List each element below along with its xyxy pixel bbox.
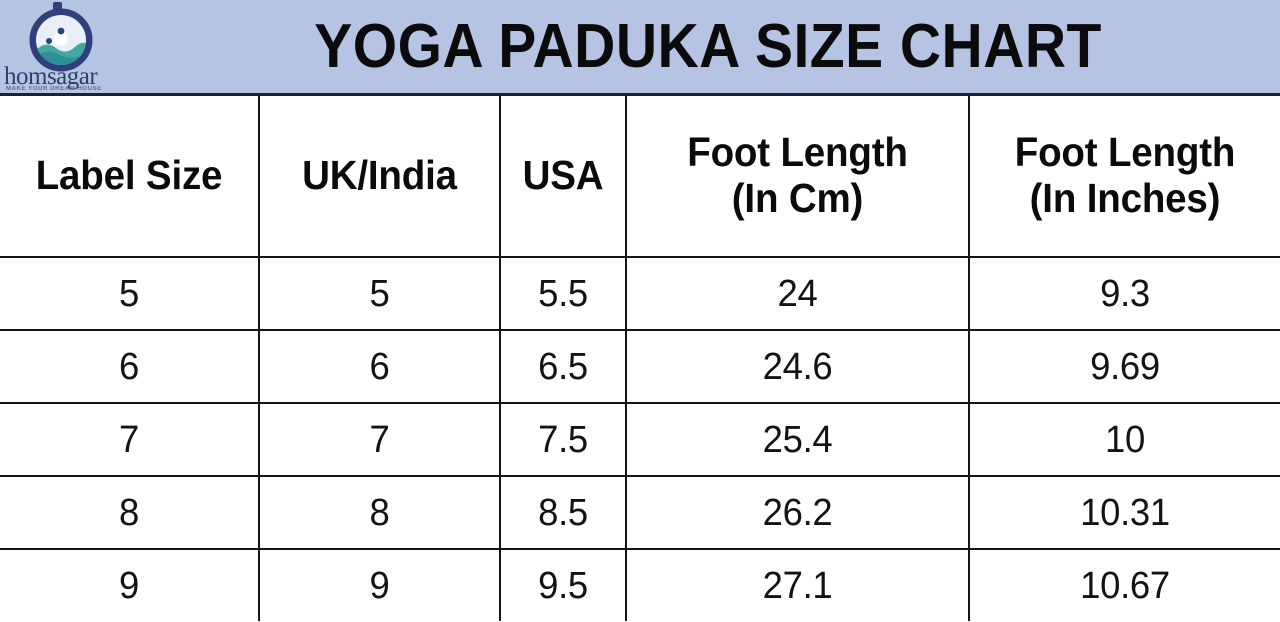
brand-tagline: MAKE YOUR DREAM HOUSE [6, 86, 102, 92]
cell-foot-length-inches: 10.67 [968, 548, 1280, 621]
cell-usa: 7.5 [499, 402, 627, 477]
cell-foot-length-inches: 10 [968, 402, 1280, 477]
cell-foot-length-cm: 25.4 [625, 402, 970, 477]
cell-label-size: 6 [0, 329, 260, 404]
cell-foot-length-cm: 24 [625, 256, 970, 331]
cell-foot-length-inches: 9.69 [968, 329, 1280, 404]
column-header-foot-length-inches: Foot Length (In Inches) [968, 96, 1280, 258]
table-row: 9 9 9.5 27.1 10.67 [0, 548, 1280, 621]
column-header-uk-india: UK/India [258, 96, 501, 258]
cell-foot-length-inches: 10.31 [968, 475, 1280, 550]
column-header-label-size: Label Size [0, 96, 260, 258]
cell-foot-length-cm: 26.2 [625, 475, 970, 550]
table-body: 5 5 5.5 24 9.3 6 6 6.5 24.6 9.69 7 7 7.5… [0, 256, 1280, 621]
cell-foot-length-cm: 27.1 [625, 548, 970, 621]
brand-wordmark: homsagar [4, 63, 98, 90]
water-drop-circle-icon [26, 2, 96, 72]
cell-uk-india: 8 [258, 475, 501, 550]
page-title-text: YOGA PADUKA SIZE CHART [314, 11, 1102, 81]
cell-label-size: 8 [0, 475, 260, 550]
cell-label-size: 9 [0, 548, 260, 621]
chart-header-band: homsagar MAKE YOUR DREAM HOUSE YOGA PADU… [0, 0, 1280, 96]
table-header-row: Label Size UK/India USA Foot Length (In … [0, 96, 1280, 258]
table-row: 7 7 7.5 25.4 10 [0, 402, 1280, 477]
cell-uk-india: 9 [258, 548, 501, 621]
column-header-foot-length-cm: Foot Length (In Cm) [625, 96, 970, 258]
cell-label-size: 5 [0, 256, 260, 331]
cell-uk-india: 7 [258, 402, 501, 477]
table-row: 5 5 5.5 24 9.3 [0, 256, 1280, 331]
cell-uk-india: 6 [258, 329, 501, 404]
column-header-usa: USA [499, 96, 627, 258]
cell-usa: 6.5 [499, 329, 627, 404]
size-chart-table: Label Size UK/India USA Foot Length (In … [0, 96, 1280, 621]
cell-usa: 8.5 [499, 475, 627, 550]
cell-usa: 5.5 [499, 256, 627, 331]
table-row: 6 6 6.5 24.6 9.69 [0, 329, 1280, 404]
page-title: YOGA PADUKA SIZE CHART [136, 0, 1280, 93]
cell-usa: 9.5 [499, 548, 627, 621]
cell-uk-india: 5 [258, 256, 501, 331]
brand-logo: homsagar MAKE YOUR DREAM HOUSE [4, 0, 136, 93]
cell-foot-length-cm: 24.6 [625, 329, 970, 404]
cell-foot-length-inches: 9.3 [968, 256, 1280, 331]
table-header: Label Size UK/India USA Foot Length (In … [0, 96, 1280, 258]
cell-label-size: 7 [0, 402, 260, 477]
table-row: 8 8 8.5 26.2 10.31 [0, 475, 1280, 550]
